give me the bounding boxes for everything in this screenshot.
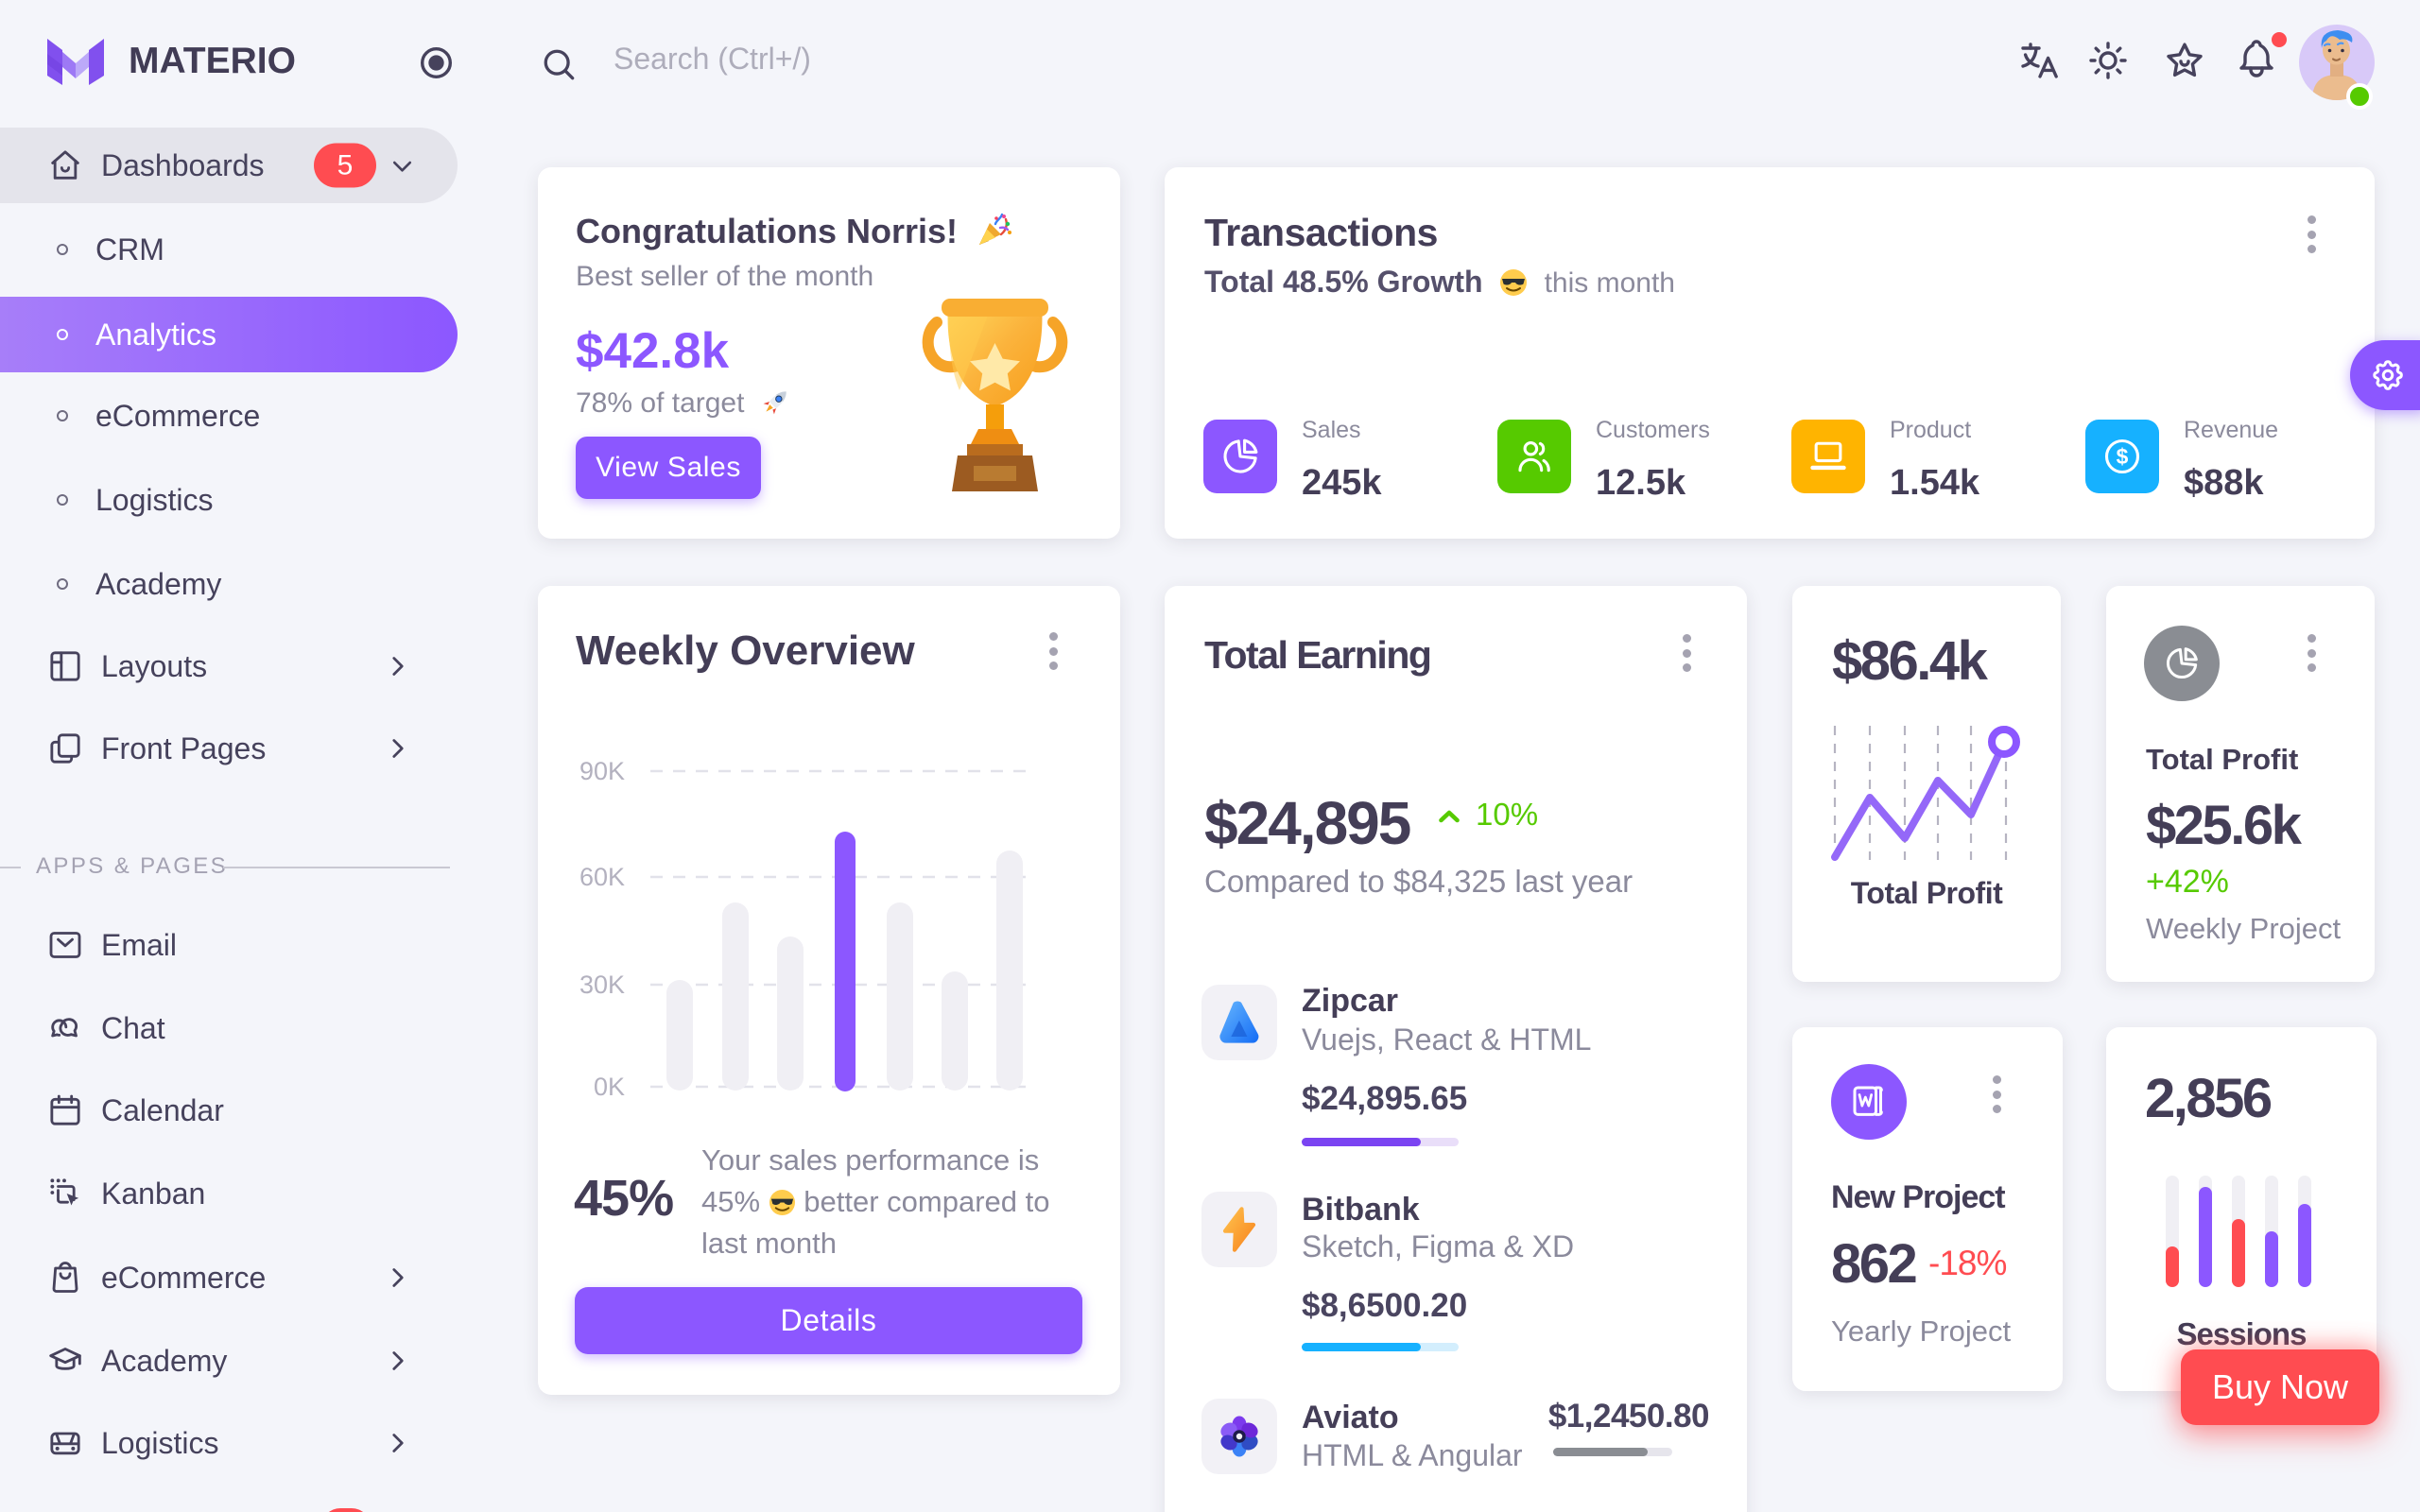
- svg-text:90K: 90K: [579, 757, 625, 785]
- svg-text:0K: 0K: [594, 1073, 625, 1101]
- svg-text:60K: 60K: [579, 863, 625, 891]
- svg-text:$: $: [2117, 444, 2129, 469]
- svg-text:30K: 30K: [579, 971, 625, 999]
